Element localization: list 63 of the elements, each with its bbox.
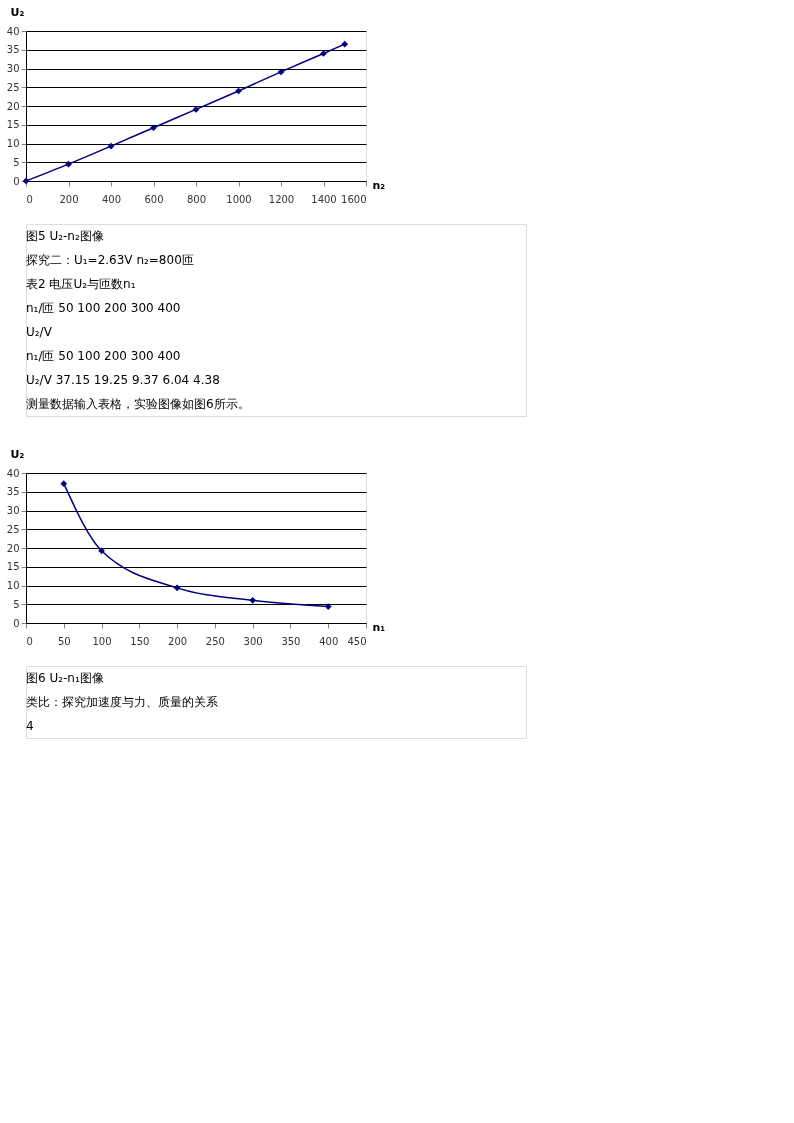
x-tick-label: 0 <box>26 193 33 205</box>
point <box>107 142 115 150</box>
caption: 图6 U₂-n₁图像 <box>26 671 104 685</box>
x-tick-label: 250 <box>205 635 225 647</box>
x-tick-label: 0 <box>26 635 33 647</box>
y-tick-label: 15 <box>6 119 20 131</box>
point <box>249 597 257 604</box>
text: n₁/匝 50 100 200 300 400 <box>26 301 181 315</box>
x-tick-label: 800 <box>186 193 207 205</box>
point <box>150 124 157 132</box>
y-tick-label: 0 <box>13 175 20 187</box>
point <box>22 177 30 185</box>
x-tick-label: 200 <box>168 635 188 647</box>
y-axis-title: U₂ <box>10 5 25 19</box>
text: 测量数据输入表格，实验图像如图6所示。 <box>26 397 250 411</box>
point <box>173 584 181 592</box>
point <box>320 50 327 57</box>
y-tick-label: 40 <box>6 25 20 37</box>
x-tick-label: 300 <box>243 635 263 647</box>
x-tick-label: 600 <box>144 193 164 205</box>
point <box>98 547 105 555</box>
y-tick-label: 25 <box>6 523 20 535</box>
point <box>60 480 68 488</box>
y-tick-label: 35 <box>6 486 20 498</box>
x-tick-label: 400 <box>319 635 339 647</box>
text: 探究二：U₁=2.63V n₂=800匝 <box>26 253 194 267</box>
caption: 图5 U₂-n₂图像 <box>26 229 104 243</box>
x-tick-label: 350 <box>281 635 301 647</box>
x-tick-label: 1200 <box>268 193 295 205</box>
y-axis-title: U₂ <box>10 447 25 461</box>
y-tick-label: 10 <box>6 138 20 149</box>
x-tick-label: 200 <box>59 193 79 205</box>
y-tick-label: 30 <box>6 505 20 516</box>
x-tick-label: 50 <box>57 635 71 647</box>
x-tick-label: 1600 <box>341 193 367 205</box>
x-axis-title: n₂ <box>372 178 386 192</box>
y-tick-label: 35 <box>6 44 20 56</box>
y-tick-label: 20 <box>6 542 20 554</box>
text: U₂/V 37.15 19.25 9.37 6.04 4.38 <box>26 373 220 387</box>
text: 4 <box>26 719 34 733</box>
x-tick-label: 100 <box>92 635 112 647</box>
text: 类比：探究加速度与力、质量的关系 <box>26 695 218 709</box>
y-tick-label: 5 <box>13 156 20 168</box>
text: U₂/V <box>26 325 53 339</box>
x-tick-label: 450 <box>347 635 367 647</box>
text: 表2 电压U₂与匝数n₁ <box>26 277 136 291</box>
y-tick-label: 30 <box>6 63 20 74</box>
y-tick-label: 5 <box>13 598 20 610</box>
text: n₁/匝 50 100 200 300 400 <box>26 349 181 363</box>
point <box>341 40 349 48</box>
x-axis-title: n₁ <box>372 620 386 634</box>
x-tick-label: 150 <box>130 635 150 647</box>
x-tick-label: 1000 <box>226 193 252 205</box>
x-tick-label: 1400 <box>311 193 337 205</box>
x-tick-label: 400 <box>101 193 122 205</box>
y-tick-label: 10 <box>6 580 20 591</box>
point <box>277 68 285 76</box>
y-tick-label: 40 <box>6 467 20 479</box>
y-tick-label: 15 <box>6 561 20 573</box>
y-tick-label: 0 <box>13 617 20 629</box>
y-tick-label: 20 <box>6 100 20 112</box>
point <box>324 603 332 610</box>
y-tick-label: 25 <box>6 81 20 93</box>
